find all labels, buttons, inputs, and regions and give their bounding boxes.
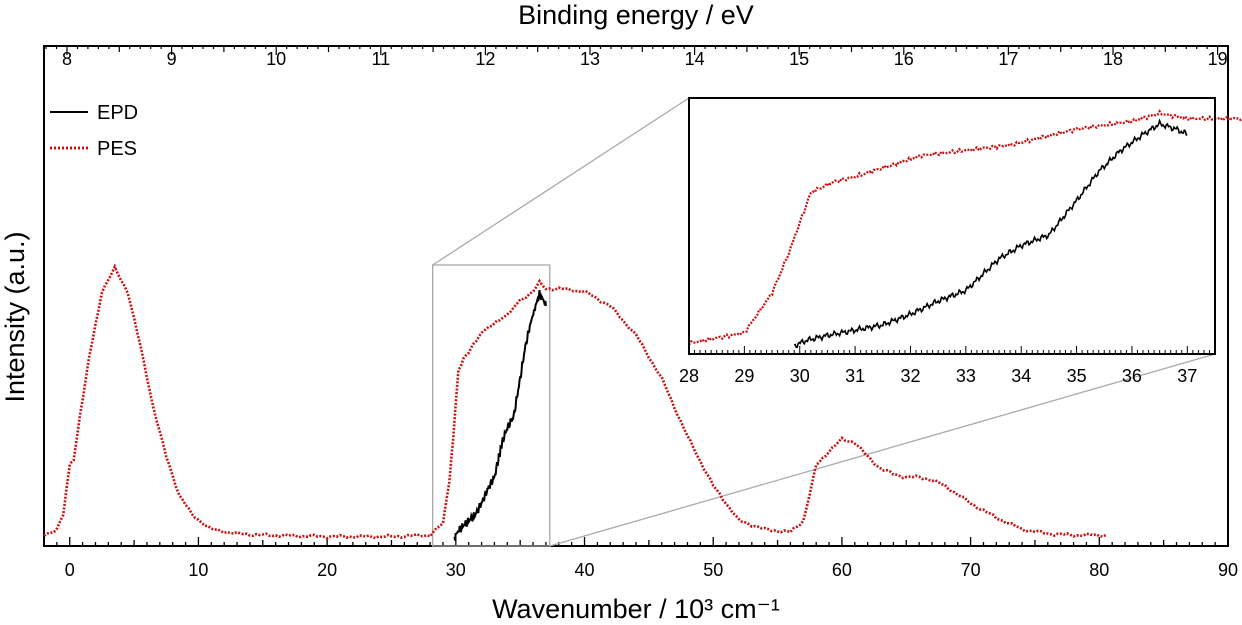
inset-x-tick-label: 33: [956, 366, 976, 386]
x-tick-label: 70: [961, 560, 981, 580]
inset-epd-line: [793, 118, 1188, 349]
zoom-box: [432, 264, 551, 547]
inset-x-tick-label: 37: [1177, 366, 1197, 386]
main-ticks: 0 10 20 30 40 50 60 70 80 90: [43, 537, 1238, 580]
y-axis-title: Intensity (a.u.): [0, 231, 30, 402]
top-ticks: 8 9 10 11 12 13 14 15 16 17 18 19: [45, 46, 1228, 69]
inset-x-tick-label: 34: [1011, 366, 1031, 386]
top-tick-label: 16: [894, 49, 914, 69]
top-tick-label: 15: [789, 49, 809, 69]
inset-x-tick-label: 29: [734, 366, 754, 386]
top-tick-label: 11: [371, 49, 390, 69]
top-tick-label: 19: [1208, 49, 1228, 69]
x-tick-label: 40: [575, 560, 595, 580]
x-tick-label: 0: [65, 560, 75, 580]
top-tick-label: 18: [1103, 49, 1123, 69]
inset-x-tick-label: 28: [679, 366, 699, 386]
pes-line: [43, 263, 1107, 540]
inset-ticks: 28 29 30 31 32 33 34 35 36 37: [679, 346, 1216, 386]
epd-line: [453, 289, 547, 541]
inset-x-tick-label: 32: [900, 366, 920, 386]
x-tick-label: 50: [703, 560, 723, 580]
top-tick-label: 13: [580, 49, 600, 69]
x-tick-label: 10: [188, 560, 208, 580]
x-tick-label: 60: [832, 560, 852, 580]
legend: EPD PES: [50, 102, 138, 160]
legend-label-epd: EPD: [97, 102, 138, 124]
x-tick-label: 20: [317, 560, 337, 580]
x-axis-title: Wavenumber / 10³ cm⁻¹: [492, 594, 780, 624]
x-tick-label: 90: [1218, 560, 1238, 580]
inset-x-tick-label: 30: [790, 366, 810, 386]
inset-frame: [688, 97, 1216, 355]
top-tick-label: 8: [62, 49, 72, 69]
top-tick-label: 9: [167, 49, 177, 69]
x-tick-label: 80: [1089, 560, 1109, 580]
top-tick-label: 12: [475, 49, 495, 69]
inset-x-tick-label: 35: [1067, 366, 1087, 386]
zoom-connector-lines: [432, 97, 1216, 547]
zoom-connector-top: [432, 97, 690, 266]
main-series: [43, 263, 1107, 541]
x-tick-label: 30: [446, 560, 466, 580]
inset-x-tick-label: 31: [845, 366, 865, 386]
top-axis-title: Binding energy / eV: [518, 0, 754, 30]
inset-background: [689, 98, 1215, 354]
legend-label-pes: PES: [97, 138, 137, 160]
top-tick-label: 17: [998, 49, 1018, 69]
top-tick-label: 10: [266, 49, 286, 69]
zoom-connector-bottom: [549, 353, 1216, 547]
inset-x-tick-label: 36: [1122, 366, 1142, 386]
inset-series: [688, 109, 1242, 349]
top-tick-label: 14: [685, 49, 705, 69]
